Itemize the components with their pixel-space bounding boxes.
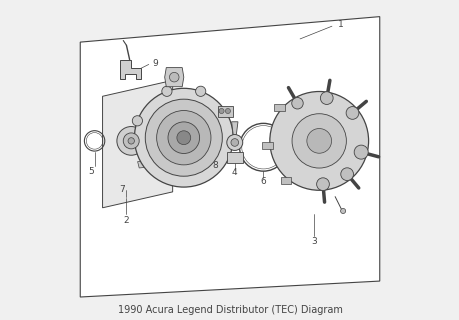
Circle shape [169,72,179,82]
Circle shape [132,116,142,126]
Text: 1990 Acura Legend Distributor (TEC) Diagram: 1990 Acura Legend Distributor (TEC) Diag… [118,305,341,315]
Circle shape [340,168,353,180]
Circle shape [177,131,190,145]
Circle shape [306,129,331,153]
Text: 5: 5 [88,167,94,176]
Text: 3: 3 [311,237,317,246]
Polygon shape [137,160,155,168]
FancyBboxPatch shape [280,178,290,184]
Circle shape [123,133,139,149]
FancyBboxPatch shape [226,152,242,163]
Text: 8: 8 [212,161,218,170]
Circle shape [319,92,332,104]
Circle shape [128,138,134,144]
Polygon shape [120,60,140,79]
FancyBboxPatch shape [262,142,272,148]
Circle shape [226,134,242,150]
Circle shape [291,98,302,109]
Circle shape [230,139,238,146]
Polygon shape [231,122,237,134]
Circle shape [340,208,345,213]
Circle shape [117,126,145,155]
Polygon shape [102,80,172,208]
Polygon shape [164,68,184,87]
Circle shape [316,178,329,190]
Text: 1: 1 [337,20,343,29]
FancyBboxPatch shape [218,106,232,117]
Circle shape [168,122,199,154]
Polygon shape [80,17,379,297]
Circle shape [345,107,358,119]
Circle shape [353,145,367,159]
Circle shape [134,88,233,187]
Circle shape [218,108,224,114]
Circle shape [195,86,205,96]
Circle shape [225,108,230,114]
Text: 2: 2 [123,216,129,225]
Circle shape [269,92,368,190]
Circle shape [145,99,222,176]
Text: 9: 9 [151,59,157,68]
Circle shape [157,110,211,165]
Circle shape [291,114,346,168]
FancyBboxPatch shape [274,104,284,111]
Text: 7: 7 [118,185,124,194]
Text: 4: 4 [231,168,237,177]
Circle shape [162,86,172,96]
Text: 6: 6 [260,177,266,186]
